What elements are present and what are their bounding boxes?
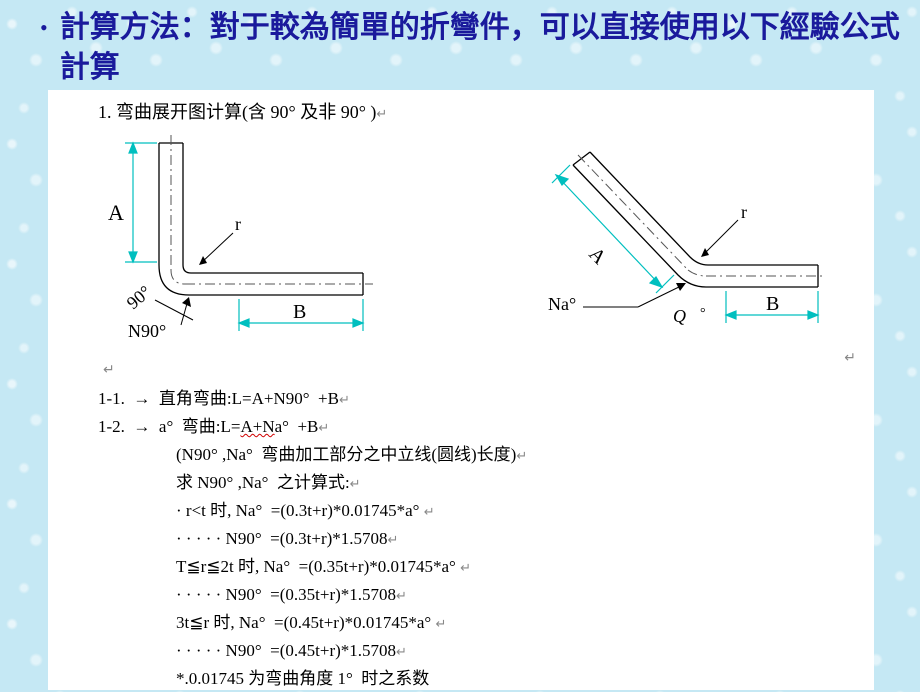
- label-90: 90°: [123, 282, 155, 314]
- formula-note-1: (N90° ,Na° 弯曲加工部分之中立线(圆线)长度)↵: [98, 441, 527, 469]
- formula-case-1a: · r<t 时, Na° =(0.3t+r)*0.01745*a° ↵: [98, 497, 527, 525]
- formula-block: 1-1. → 直角弯曲:L=A+N90° +B↵ 1-2. → a° 弯曲:L=…: [98, 385, 527, 692]
- formula-case-1b: · · · · · N90° =(0.3t+r)*1.5708↵: [98, 525, 527, 553]
- document-panel: 1. 弯曲展开图计算(含 90° 及非 90° )↵: [48, 90, 874, 690]
- page-heading: 計算方法：對于較為簡單的折彎件，可以直接使用以下經驗公式計算: [60, 8, 920, 88]
- label-N90: N90°: [128, 321, 166, 341]
- label-dot: °: [700, 306, 706, 321]
- label-B: B: [293, 301, 306, 323]
- formula-note-2: 求 N90° ,Na° 之计算式:↵: [98, 469, 527, 497]
- label-A-right: A: [584, 243, 610, 269]
- bullet-icon: •: [40, 8, 48, 48]
- formula-footnote: *.0.01745 为弯曲角度 1° 时之系数: [98, 665, 527, 692]
- label-Na: Na°: [548, 294, 576, 314]
- label-r: r: [235, 214, 241, 234]
- formula-1-2: 1-2. → a° 弯曲:L=A+Na° +B↵: [98, 413, 527, 441]
- section-title-text: 1. 弯曲展开图计算(含 90° 及非 90° ): [98, 102, 376, 122]
- formula-case-2a: T≦r≦2t 时, Na° =(0.35t+r)*0.01745*a° ↵: [98, 553, 527, 581]
- formula-case-3a: 3t≦r 时, Na° =(0.45t+r)*0.01745*a° ↵: [98, 609, 527, 637]
- label-A: A: [108, 200, 124, 225]
- diagram-left: A B r 90° N90°: [73, 125, 403, 345]
- return-mark: ↵: [844, 350, 856, 367]
- return-mark: ↵: [376, 106, 387, 121]
- diagram-area: A B r 90° N90°: [48, 125, 874, 345]
- label-B-right: B: [766, 293, 779, 315]
- section-title: 1. 弯曲展开图计算(含 90° 及非 90° )↵: [98, 98, 387, 124]
- formula-case-2b: · · · · · N90° =(0.35t+r)*1.5708↵: [98, 581, 527, 609]
- formula-1-1: 1-1. → 直角弯曲:L=A+N90° +B↵: [98, 385, 527, 413]
- heading-row: • 計算方法：對于較為簡單的折彎件，可以直接使用以下經驗公式計算: [0, 0, 920, 96]
- label-r-right: r: [741, 202, 747, 222]
- label-Q: Q: [673, 306, 686, 326]
- formula-case-3b: · · · · · N90° =(0.45t+r)*1.5708↵: [98, 637, 527, 665]
- diagram-right: A B r Na° Q °: [478, 125, 838, 345]
- return-mark: ↵: [103, 362, 115, 379]
